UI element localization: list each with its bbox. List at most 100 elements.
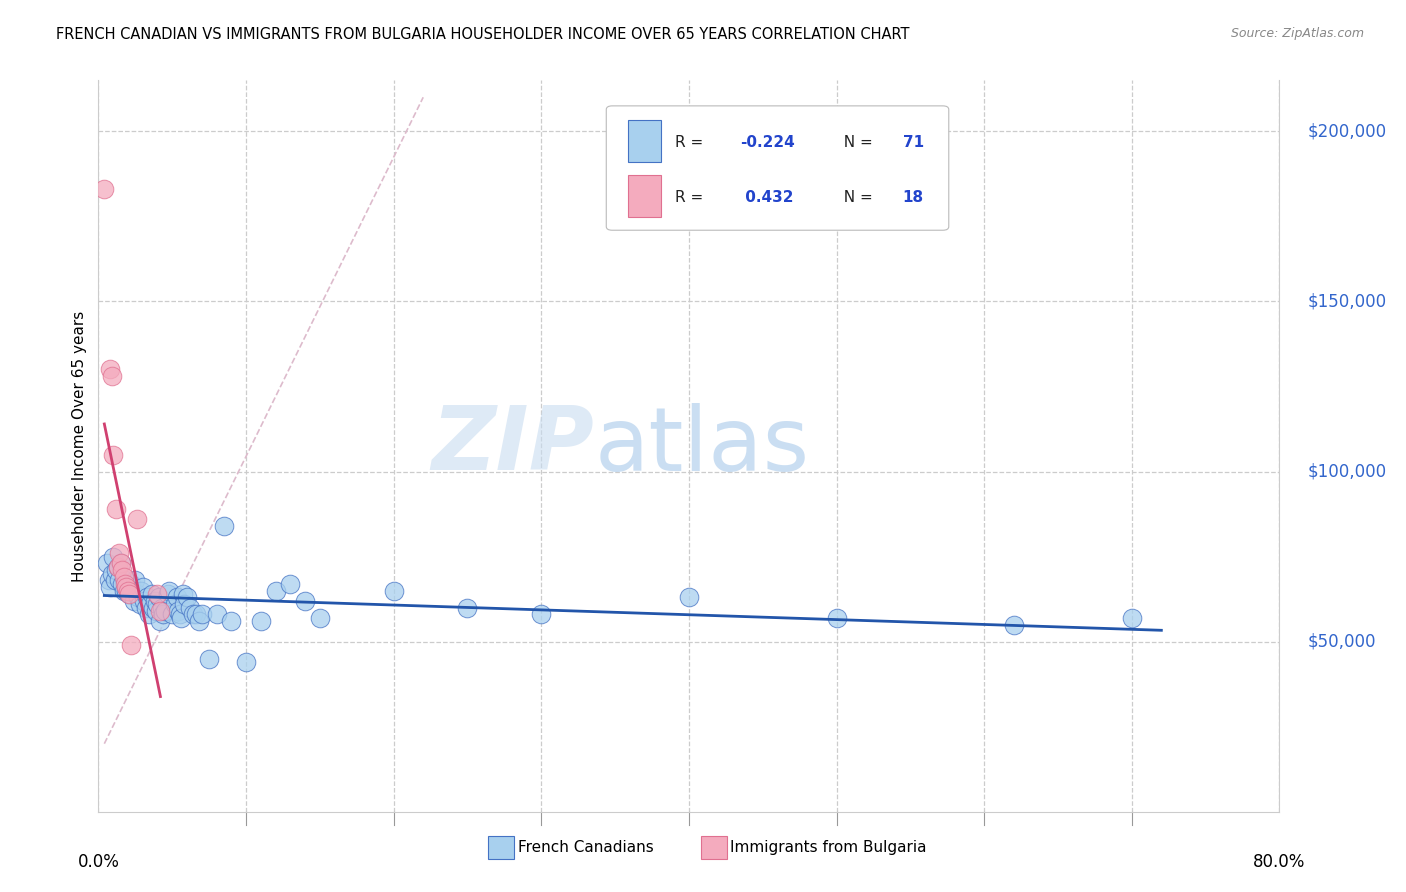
- Point: [191, 607, 214, 622]
- Point: [138, 607, 160, 622]
- Point: [184, 607, 207, 622]
- Point: [121, 583, 143, 598]
- Point: [125, 587, 148, 601]
- Text: $200,000: $200,000: [1308, 122, 1386, 140]
- Point: [128, 597, 150, 611]
- Point: [1002, 617, 1025, 632]
- Text: French Canadians: French Canadians: [517, 840, 654, 855]
- Text: 0.0%: 0.0%: [77, 853, 120, 871]
- Point: [118, 587, 141, 601]
- Point: [146, 597, 169, 611]
- Point: [110, 557, 132, 571]
- Point: [250, 614, 273, 628]
- Point: [98, 580, 121, 594]
- Point: [120, 638, 142, 652]
- Point: [198, 651, 221, 665]
- Point: [103, 448, 125, 462]
- Point: [100, 566, 122, 581]
- Point: [167, 604, 190, 618]
- Point: [136, 591, 159, 605]
- Point: [181, 607, 204, 622]
- Point: [169, 607, 191, 622]
- Y-axis label: Householder Income Over 65 years: Householder Income Over 65 years: [72, 310, 87, 582]
- Point: [110, 557, 132, 571]
- Point: [145, 604, 167, 618]
- Point: [115, 580, 138, 594]
- Point: [148, 591, 170, 605]
- Point: [456, 600, 478, 615]
- Point: [111, 563, 134, 577]
- Text: R =: R =: [675, 135, 707, 150]
- Point: [108, 546, 131, 560]
- Point: [382, 583, 405, 598]
- Point: [112, 570, 135, 584]
- Point: [825, 611, 848, 625]
- Point: [212, 519, 235, 533]
- Point: [165, 597, 187, 611]
- Text: 80.0%: 80.0%: [1253, 853, 1306, 871]
- Point: [117, 583, 139, 598]
- Point: [98, 362, 121, 376]
- Text: atlas: atlas: [595, 402, 810, 490]
- Text: Immigrants from Bulgaria: Immigrants from Bulgaria: [730, 840, 927, 855]
- Point: [143, 594, 166, 608]
- Point: [170, 611, 193, 625]
- Point: [187, 614, 209, 628]
- Point: [103, 549, 125, 564]
- Point: [142, 600, 165, 615]
- Point: [141, 587, 163, 601]
- Point: [264, 583, 287, 598]
- Point: [219, 614, 242, 628]
- Point: [93, 182, 115, 196]
- Point: [129, 583, 152, 598]
- Text: N =: N =: [834, 190, 877, 205]
- Point: [146, 587, 169, 601]
- Text: 0.432: 0.432: [740, 190, 793, 205]
- Point: [205, 607, 228, 622]
- Point: [166, 591, 188, 605]
- FancyBboxPatch shape: [606, 106, 949, 230]
- Point: [278, 576, 302, 591]
- Point: [150, 600, 173, 615]
- Point: [97, 574, 120, 588]
- Point: [153, 604, 176, 618]
- Point: [1121, 611, 1143, 625]
- Point: [105, 563, 128, 577]
- Point: [132, 580, 155, 594]
- Point: [107, 559, 129, 574]
- Text: $100,000: $100,000: [1308, 463, 1386, 481]
- Point: [152, 607, 174, 622]
- Point: [162, 607, 183, 622]
- Point: [235, 655, 257, 669]
- Text: N =: N =: [834, 135, 877, 150]
- Point: [96, 557, 118, 571]
- Point: [149, 614, 172, 628]
- Text: R =: R =: [675, 190, 707, 205]
- Point: [294, 594, 316, 608]
- Point: [530, 607, 553, 622]
- Point: [179, 600, 201, 615]
- Point: [157, 583, 180, 598]
- Point: [122, 594, 145, 608]
- Bar: [627, 120, 661, 162]
- Point: [125, 512, 148, 526]
- Text: -0.224: -0.224: [740, 135, 794, 150]
- Point: [172, 587, 194, 601]
- Point: [100, 369, 122, 384]
- Point: [114, 574, 136, 588]
- Point: [118, 587, 141, 601]
- Text: 71: 71: [903, 135, 924, 150]
- Point: [309, 611, 332, 625]
- Point: [105, 502, 128, 516]
- Point: [117, 580, 139, 594]
- Point: [176, 591, 198, 605]
- Text: $50,000: $50,000: [1308, 632, 1376, 650]
- Point: [135, 600, 157, 615]
- Point: [124, 574, 146, 588]
- Point: [120, 576, 142, 591]
- Text: Source: ZipAtlas.com: Source: ZipAtlas.com: [1230, 27, 1364, 40]
- Point: [115, 583, 138, 598]
- Bar: [700, 836, 727, 859]
- Point: [108, 574, 131, 588]
- Point: [149, 604, 172, 618]
